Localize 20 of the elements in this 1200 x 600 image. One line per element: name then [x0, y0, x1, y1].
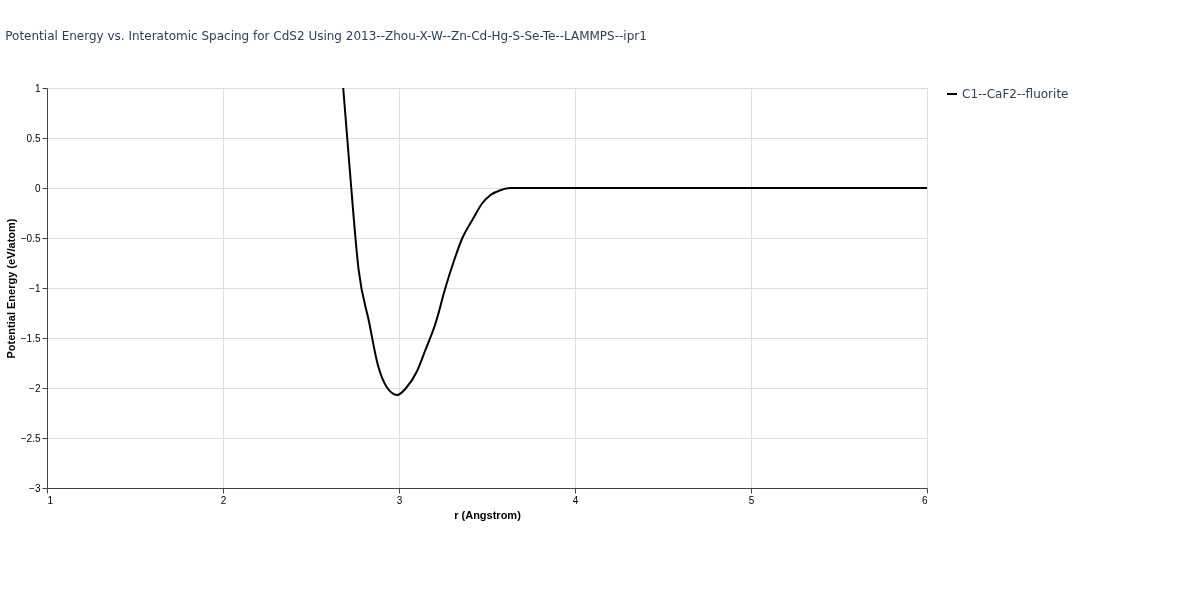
line-series [342, 87, 928, 396]
x-axis-title: r (Angstrom) [454, 508, 522, 521]
chart-title: Potential Energy vs. Interatomic Spacing for CdS2 Using 2013--Zhou-X-W--Zn-Cd-Hg-S-Se-Te--LAMMPS--ipr1 [5, 29, 647, 43]
y-tick-label: −2 [29, 382, 41, 394]
legend-label: C1--CaF2--fluorite [962, 87, 1069, 101]
x-tick-label: 5 [748, 494, 755, 506]
x-tick-label: 2 [220, 494, 227, 506]
y-tick-label: −1 [29, 282, 41, 294]
y-tick-label: 0 [34, 182, 41, 194]
x-tick-label: 4 [572, 494, 579, 506]
x-tick-label: 6 [921, 494, 928, 506]
y-axis-title: Potential Energy (eV/atom) [4, 218, 17, 359]
y-tick-label: 1 [34, 82, 41, 94]
y-tick-label: 0.5 [26, 132, 41, 144]
x-tick-label: 1 [47, 494, 54, 506]
y-tick-label: −1.5 [20, 332, 41, 344]
y-tick-label: −2.5 [20, 432, 41, 444]
x-tick-label: 3 [396, 494, 403, 506]
y-tick-label: −0.5 [20, 232, 41, 244]
y-tick-label: −3 [29, 482, 41, 494]
